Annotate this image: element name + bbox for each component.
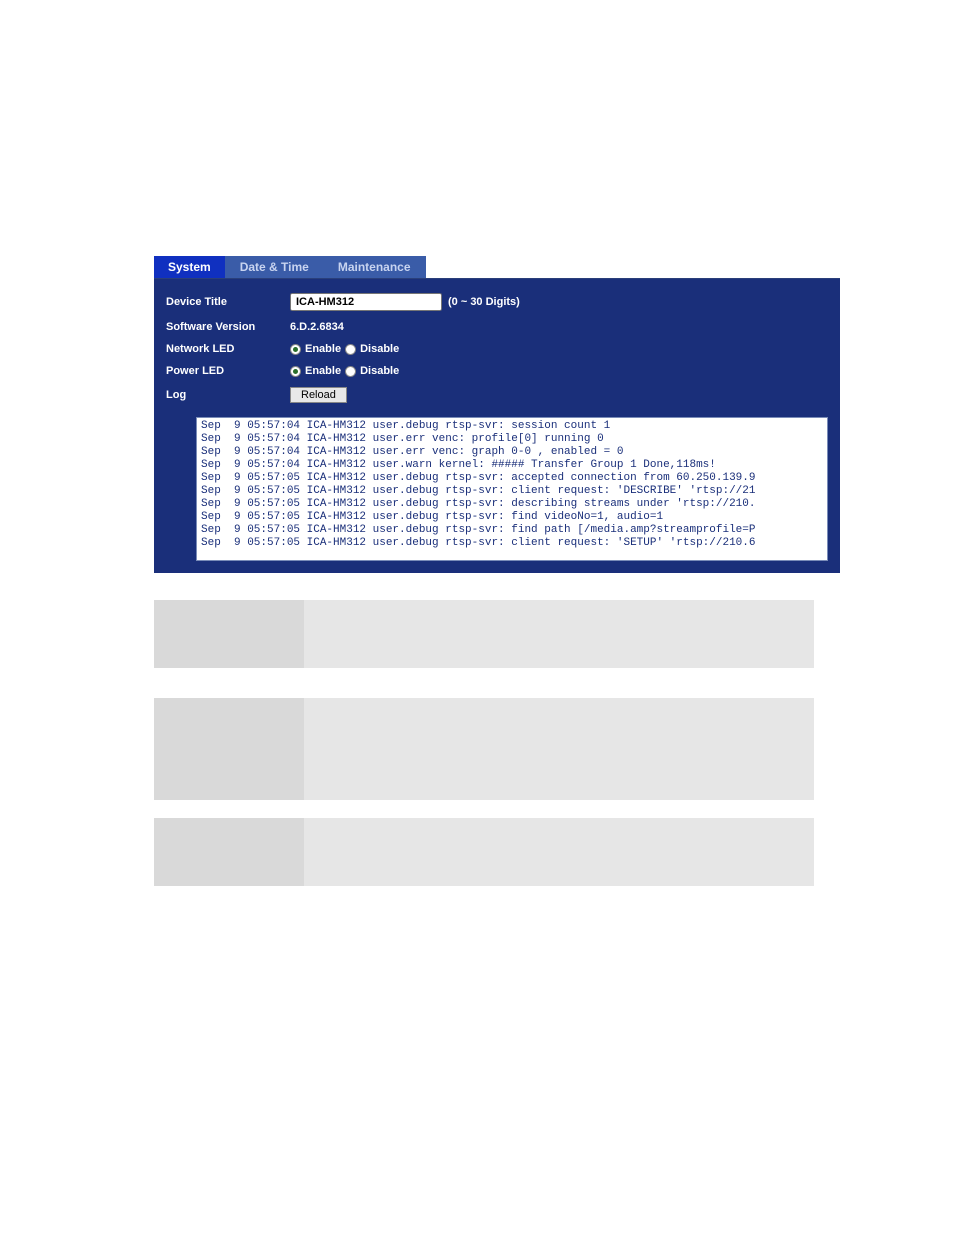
power-led-disable-label: Disable (360, 365, 399, 377)
network-led-disable-radio[interactable] (345, 344, 356, 355)
network-led-enable-radio[interactable] (290, 344, 301, 355)
power-led-enable-radio[interactable] (290, 366, 301, 377)
log-line: Sep 9 05:57:05 ICA-HM312 user.debug rtsp… (201, 524, 823, 537)
label-log: Log (166, 389, 290, 401)
doc-cell (154, 600, 304, 634)
doc-cell (304, 818, 814, 852)
doc-table-1 (154, 600, 814, 668)
doc-cell (154, 818, 304, 852)
doc-cell (304, 634, 814, 668)
network-led-enable-label: Enable (305, 343, 341, 355)
doc-table-2 (154, 698, 814, 800)
doc-cell (154, 732, 304, 766)
doc-cell (304, 698, 814, 732)
reload-button[interactable]: Reload (290, 387, 347, 403)
row-software-version: Software Version 6.D.2.6834 (166, 321, 828, 333)
device-title-hint: (0 ~ 30 Digits) (448, 296, 520, 308)
log-line: Sep 9 05:57:04 ICA-HM312 user.err venc: … (201, 433, 823, 446)
label-software-version: Software Version (166, 321, 290, 333)
label-device-title: Device Title (166, 296, 290, 308)
log-line: Sep 9 05:57:04 ICA-HM312 user.err venc: … (201, 446, 823, 459)
log-line: Sep 9 05:57:05 ICA-HM312 user.debug rtsp… (201, 498, 823, 511)
log-line: Sep 9 05:57:05 ICA-HM312 user.debug rtsp… (201, 537, 823, 550)
panel-body: Device Title (0 ~ 30 Digits) Software Ve… (154, 279, 840, 573)
doc-cell (304, 600, 814, 634)
log-line: Sep 9 05:57:05 ICA-HM312 user.debug rtsp… (201, 472, 823, 485)
power-led-disable-radio[interactable] (345, 366, 356, 377)
row-power-led: Power LED Enable Disable (166, 365, 828, 377)
log-line: Sep 9 05:57:04 ICA-HM312 user.warn kerne… (201, 459, 823, 472)
doc-cell (154, 766, 304, 800)
doc-cell (304, 852, 814, 886)
doc-cell (154, 698, 304, 732)
row-network-led: Network LED Enable Disable (166, 343, 828, 355)
row-log: Log Reload (166, 387, 828, 403)
tab-date-time[interactable]: Date & Time (226, 256, 324, 278)
doc-cell (154, 634, 304, 668)
tab-bar: System Date & Time Maintenance (154, 256, 840, 279)
label-power-led: Power LED (166, 365, 290, 377)
log-line: Sep 9 05:57:04 ICA-HM312 user.debug rtsp… (201, 420, 823, 433)
log-line: Sep 9 05:57:05 ICA-HM312 user.debug rtsp… (201, 511, 823, 524)
doc-table-3 (154, 818, 814, 886)
row-device-title: Device Title (0 ~ 30 Digits) (166, 293, 828, 311)
log-line: Sep 9 05:57:05 ICA-HM312 user.debug rtsp… (201, 485, 823, 498)
doc-cell (304, 766, 814, 800)
device-title-input[interactable] (290, 293, 442, 311)
label-network-led: Network LED (166, 343, 290, 355)
value-software-version: 6.D.2.6834 (290, 321, 344, 333)
power-led-enable-label: Enable (305, 365, 341, 377)
system-panel: System Date & Time Maintenance Device Ti… (154, 256, 840, 573)
tab-maintenance[interactable]: Maintenance (324, 256, 426, 278)
doc-cell (154, 852, 304, 886)
network-led-disable-label: Disable (360, 343, 399, 355)
doc-cell (304, 732, 814, 766)
tab-system[interactable]: System (154, 256, 226, 278)
log-output[interactable]: Sep 9 05:57:04 ICA-HM312 user.debug rtsp… (196, 417, 828, 561)
